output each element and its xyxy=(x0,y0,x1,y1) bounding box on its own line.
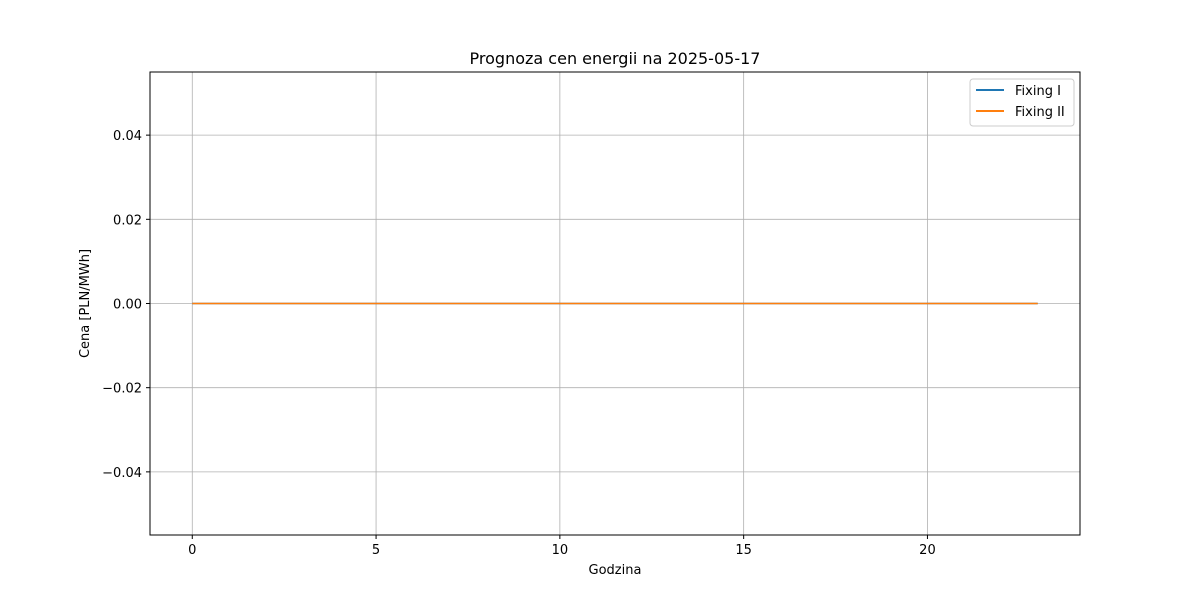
y-tick-label: −0.04 xyxy=(102,466,142,481)
y-axis-ticks: −0.04 −0.02 0.00 0.02 0.04 xyxy=(102,129,150,481)
legend: Fixing I Fixing II xyxy=(969,78,1075,127)
x-axis-ticks: 0 5 10 15 20 xyxy=(188,535,936,558)
legend-label-fixing-i: Fixing I xyxy=(1015,84,1061,99)
legend-label-fixing-ii: Fixing II xyxy=(1015,105,1065,120)
y-tick-label: −0.02 xyxy=(102,382,142,397)
y-tick-label: 0.00 xyxy=(113,298,142,313)
x-tick-label: 20 xyxy=(919,543,936,558)
x-tick-label: 10 xyxy=(552,543,569,558)
chart-title: Prognoza cen energii na 2025-05-17 xyxy=(470,49,761,68)
x-axis-label: Godzina xyxy=(589,563,642,578)
y-axis-label: Cena [PLN/MWh] xyxy=(78,249,93,358)
x-tick-label: 15 xyxy=(735,543,752,558)
y-tick-label: 0.04 xyxy=(113,129,142,144)
x-tick-label: 5 xyxy=(372,543,380,558)
y-tick-label: 0.02 xyxy=(113,213,142,228)
x-tick-label: 0 xyxy=(188,543,196,558)
